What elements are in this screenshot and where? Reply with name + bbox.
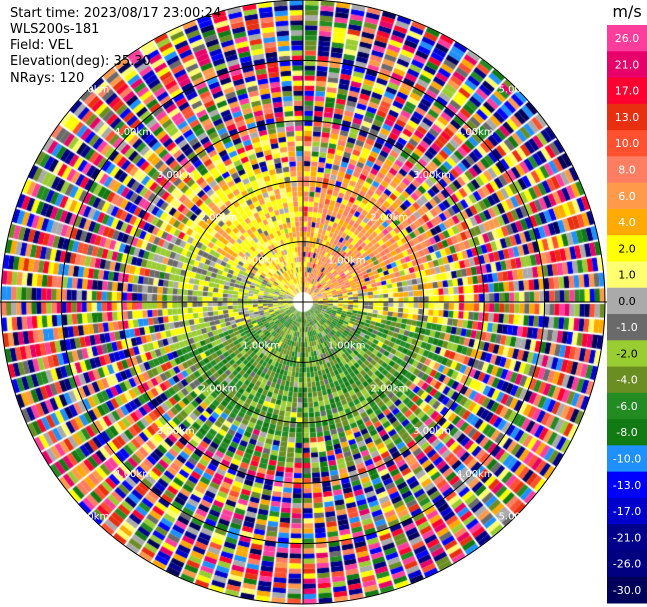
range-ring-label: 3.00km (157, 170, 195, 181)
range-ring-label: 5.00km (499, 512, 537, 523)
range-ring-label: 5.00km (499, 84, 537, 95)
colorbar-swatch (607, 550, 647, 578)
colorbar-tick-label: -8.0 (616, 426, 637, 439)
nrays-label: NRays: 120 (10, 71, 85, 86)
range-ring-label: 4.00km (114, 469, 152, 480)
colorbar-swatch (607, 182, 647, 210)
colorbar-swatch (607, 366, 647, 394)
colorbar-tick-label: -2.0 (616, 347, 637, 360)
colorbar-swatch (607, 392, 647, 420)
colorbar-tick-label: -13.0 (613, 479, 641, 492)
range-ring-label: 2.00km (200, 383, 238, 394)
colorbar-swatch (607, 445, 647, 473)
colorbar-tick-label: -6.0 (616, 400, 637, 413)
colorbar-swatch (607, 471, 647, 499)
range-ring-label: 1.00km (328, 341, 366, 352)
colorbar-tick-label: 10.0 (615, 137, 640, 150)
field-label: Field: VEL (10, 38, 73, 53)
range-ring-label: 4.00km (456, 127, 494, 138)
range-ring-label: 2.00km (370, 213, 408, 224)
colorbar-tick-label: 1.0 (618, 269, 636, 282)
range-ring-label: 3.00km (157, 426, 195, 437)
range-ring-label: 2.00km (370, 383, 408, 394)
range-ring-label: 3.00km (413, 426, 451, 437)
range-ring-label: 4.00km (456, 469, 494, 480)
range-ring-label: 3.00km (413, 170, 451, 181)
colorbar-tick-label: 26.0 (615, 32, 640, 45)
range-ring-label: 5.00km (71, 84, 109, 95)
colorbar-swatch (607, 25, 647, 52)
colorbar-tick-label: -17.0 (613, 505, 641, 518)
colorbar-swatch (607, 261, 647, 289)
colorbar-tick-label: -26.0 (613, 558, 641, 571)
colorbar-swatch (607, 130, 647, 157)
colorbar-tick-label: 2.0 (618, 242, 636, 255)
colorbar-tick-label: 21.0 (615, 58, 640, 71)
colorbar-tick-label: -10.0 (613, 453, 641, 466)
range-ring-label: 1.00km (242, 341, 280, 352)
start-time-label: Start time: 2023/08/17 23:00:24 (10, 6, 222, 21)
colorbar-swatch (607, 156, 647, 184)
colorbar-swatch (607, 524, 647, 551)
colorbar-swatch (607, 419, 647, 446)
colorbar-tick-label: 8.0 (618, 164, 636, 177)
colorbar-tick-label: 6.0 (618, 190, 636, 203)
colorbar-swatch (607, 51, 647, 79)
colorbar-tick-label: -4.0 (616, 374, 637, 387)
colorbar-unit: m/s (612, 2, 641, 21)
colorbar-swatch (607, 576, 647, 604)
colorbar-swatch (607, 103, 647, 131)
colorbar-tick-label: -21.0 (613, 531, 641, 544)
colorbar-swatch (607, 208, 647, 236)
colorbar-tick-label: 17.0 (615, 85, 640, 98)
colorbar-tick-label: -1.0 (616, 321, 637, 334)
range-ring-label: 2.00km (200, 213, 238, 224)
colorbar-swatch (607, 235, 647, 262)
range-ring-label: 1.00km (242, 255, 280, 266)
colorbar-swatch (607, 77, 647, 105)
colorbar-swatch (607, 340, 647, 368)
colorbar-swatch (607, 314, 647, 341)
range-ring-label: 5.00km (71, 512, 109, 523)
colorbar-swatch (607, 287, 647, 315)
range-ring-label: 4.00km (114, 127, 152, 138)
colorbar-tick-label: 4.0 (618, 216, 636, 229)
colorbar-swatch (607, 497, 647, 525)
colorbar-tick-label: 13.0 (615, 111, 640, 124)
site-label: WLS200s-181 (10, 22, 100, 37)
colorbar-tick-label: 0.0 (618, 295, 636, 308)
range-ring-label: 1.00km (328, 255, 366, 266)
colorbar-tick-label: -30.0 (613, 584, 641, 597)
